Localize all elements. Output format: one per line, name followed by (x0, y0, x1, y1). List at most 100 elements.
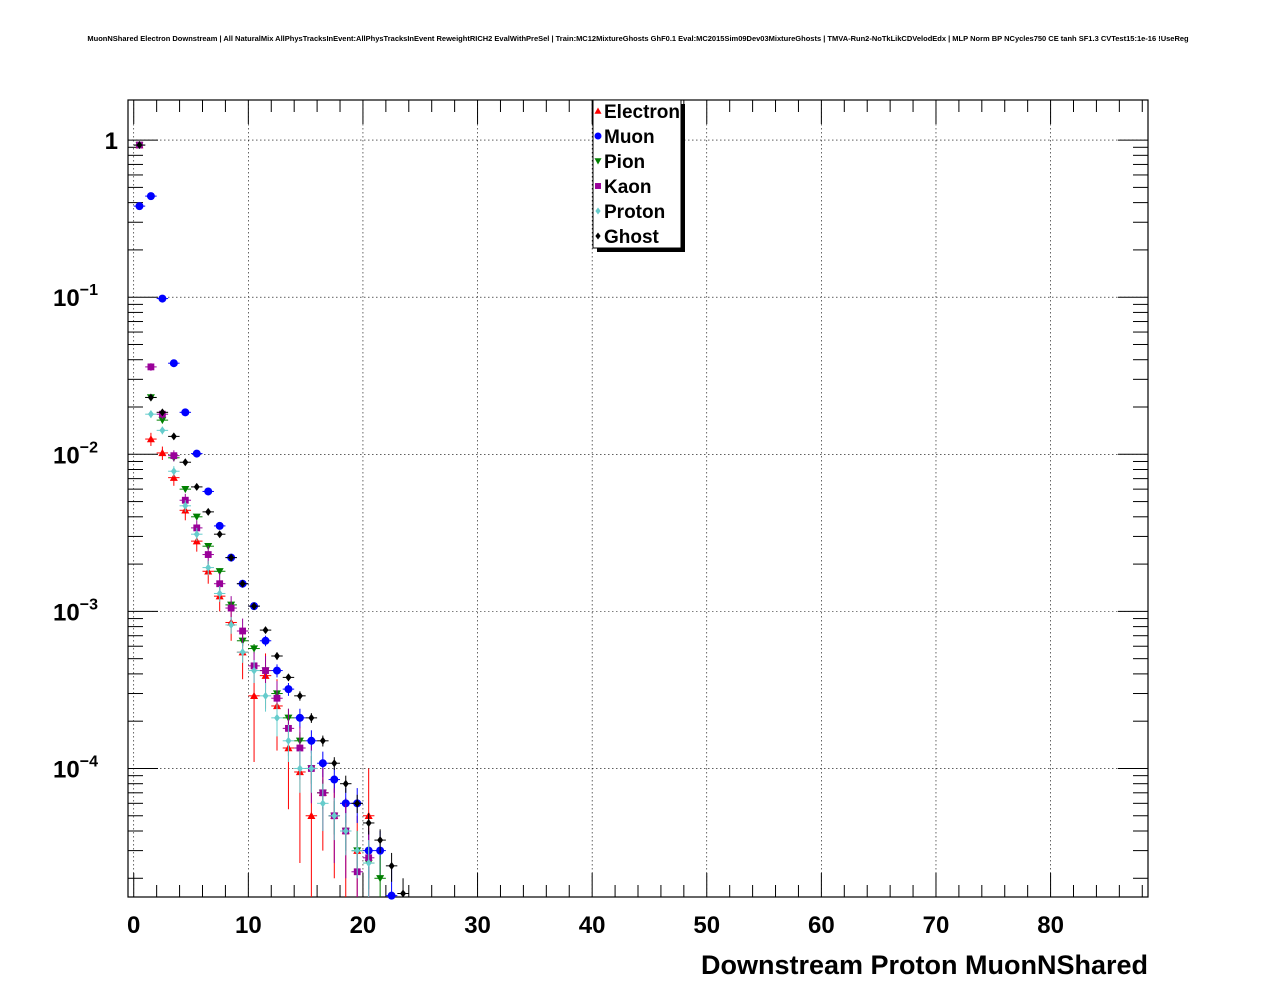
series-ghost (133, 141, 409, 898)
data-point (239, 648, 246, 657)
data-point (147, 410, 154, 419)
series-electron (133, 141, 375, 897)
data-point (400, 889, 407, 898)
legend-label-ghost: Ghost (604, 227, 660, 248)
y-tick-label: 10−3 (53, 596, 98, 626)
data-point (215, 521, 224, 530)
data-point (273, 651, 280, 660)
legend-label-pion: Pion (604, 152, 645, 173)
data-point (354, 846, 361, 855)
data-point (262, 626, 269, 635)
data-point (192, 513, 201, 521)
y-axis-tick-labels: 1 10−1 10−2 10−3 10−4 (53, 128, 118, 783)
data-point (227, 604, 235, 612)
data-point (250, 691, 259, 700)
page-title: MuonNShared Electron Downstream | All Na… (87, 34, 1189, 43)
data-point (193, 530, 200, 539)
data-point (204, 551, 212, 558)
x-tick-label: 20 (350, 912, 377, 939)
data-point (262, 691, 269, 700)
data-point (284, 685, 293, 694)
data-point (158, 294, 167, 303)
data-point (170, 452, 178, 460)
data-point (181, 408, 190, 417)
data-point (159, 408, 166, 417)
x-axis-tick-labels: 0 10 20 30 40 50 60 70 80 (127, 912, 1064, 939)
data-point (387, 891, 396, 900)
series-kaon (133, 141, 375, 897)
data-point (273, 694, 281, 702)
data-point (205, 563, 212, 572)
y-tick-label: 10−2 (53, 439, 98, 469)
data-point (135, 202, 144, 211)
data-point (354, 799, 361, 808)
data-point (273, 713, 280, 722)
x-tick-label: 0 (127, 912, 140, 939)
data-point (170, 467, 177, 476)
x-tick-label: 10 (235, 912, 262, 939)
data-points (133, 141, 409, 900)
legend-marker-kaon (595, 183, 601, 189)
data-point (272, 666, 281, 675)
data-point (296, 691, 303, 700)
data-point (251, 602, 258, 611)
data-point (251, 666, 258, 675)
data-point (159, 426, 166, 435)
data-point (215, 568, 224, 576)
data-point (330, 775, 339, 784)
data-point (296, 764, 303, 773)
x-tick-label: 60 (808, 912, 835, 939)
data-point (250, 645, 259, 653)
data-point (216, 589, 223, 598)
legend-marker-muon (594, 132, 602, 140)
legend-box (592, 99, 682, 249)
data-point (296, 744, 304, 752)
series-proton (133, 141, 375, 897)
data-point (388, 861, 395, 870)
x-axis-title: Downstream Proton MuonNShared (701, 950, 1148, 980)
data-point (376, 875, 385, 883)
data-point (146, 435, 155, 443)
x-tick-label: 50 (693, 912, 720, 939)
data-point (136, 141, 143, 150)
x-tick-label: 70 (923, 912, 950, 939)
data-point (319, 799, 326, 808)
legend-label-electron: Electron (604, 102, 680, 123)
data-point (308, 713, 315, 722)
legend-marker-electron (594, 107, 602, 114)
data-point (342, 779, 349, 788)
y-tick-label: 10−1 (53, 282, 98, 312)
x-tick-label: 80 (1037, 912, 1064, 939)
data-point (365, 818, 372, 827)
x-tick-label: 30 (464, 912, 491, 939)
legend-label-kaon: Kaon (604, 177, 652, 198)
data-point (216, 530, 223, 539)
data-point (331, 759, 338, 768)
data-point (307, 736, 316, 745)
data-point (205, 507, 212, 516)
data-point (169, 359, 178, 368)
legend-marker-ghost (595, 232, 601, 240)
x-tick-label: 40 (579, 912, 606, 939)
data-point (192, 449, 201, 458)
data-point (342, 826, 349, 835)
data-point (182, 501, 189, 510)
data-point (193, 482, 200, 491)
legend: Electron Muon Pion Kaon Proton Ghost (592, 99, 685, 252)
data-point (182, 458, 189, 467)
data-point (216, 580, 224, 588)
legend-marker-pion (594, 158, 602, 165)
grid (128, 100, 1148, 897)
series-muon (133, 192, 398, 900)
data-point (146, 192, 155, 201)
data-point (365, 859, 372, 868)
data-point (147, 393, 154, 402)
data-point (331, 811, 338, 820)
data-point (239, 627, 247, 635)
legend-label-muon: Muon (604, 127, 655, 148)
y-tick-label: 1 (105, 128, 118, 155)
data-point (308, 764, 315, 773)
data-point (228, 620, 235, 629)
data-point (228, 553, 235, 562)
